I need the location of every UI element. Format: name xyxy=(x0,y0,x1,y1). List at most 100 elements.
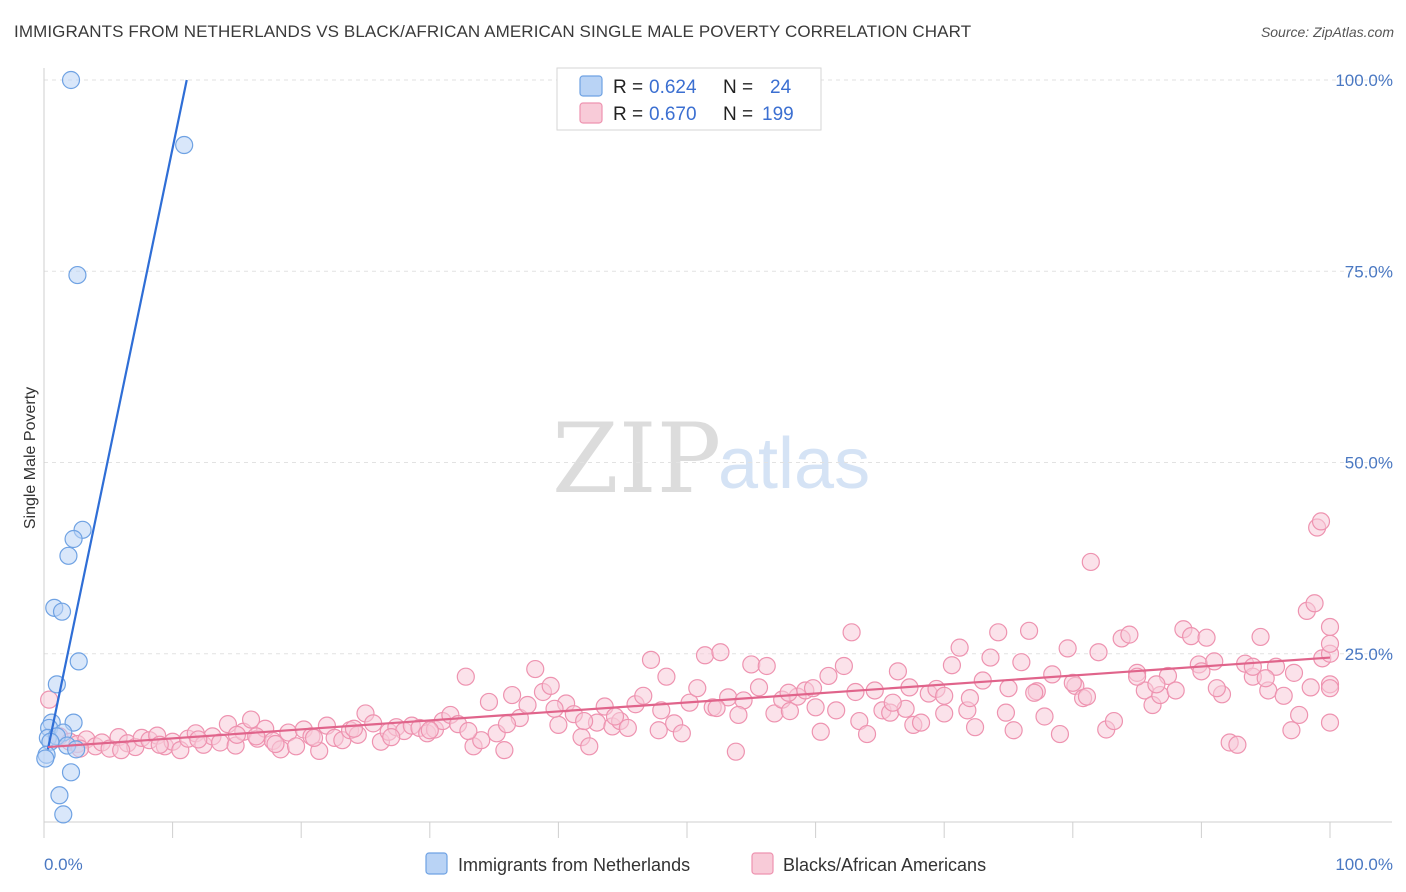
watermark-zip: ZIP xyxy=(552,403,721,515)
point-black-african-american xyxy=(344,719,364,738)
legend-n-value: 24 xyxy=(770,77,792,98)
point-black-african-american xyxy=(672,724,691,743)
point-black-african-american xyxy=(266,734,285,754)
trendline-netherlands xyxy=(46,79,188,750)
point-netherlands xyxy=(36,749,55,768)
point-black-african-american xyxy=(304,728,324,748)
point-black-african-american xyxy=(241,710,261,729)
y-tick-label: 75.0% xyxy=(1345,262,1393,281)
trend-lines xyxy=(46,79,1331,750)
point-black-african-american xyxy=(688,679,707,698)
tick-labels: 25.0% 50.0% 75.0% 100.0% 0.0% 100.0% xyxy=(44,71,1393,874)
point-netherlands xyxy=(175,135,194,155)
point-black-african-american xyxy=(1019,621,1039,640)
point-black-african-american xyxy=(842,623,861,642)
point-netherlands xyxy=(59,546,78,565)
point-black-african-american xyxy=(911,713,931,732)
point-black-african-american xyxy=(641,650,661,669)
point-black-african-american xyxy=(1290,705,1309,725)
point-black-african-american xyxy=(1282,721,1301,740)
legend-n-value: 199 xyxy=(762,104,794,125)
point-black-african-american xyxy=(652,701,671,720)
legend-n-label: N = xyxy=(723,77,753,98)
point-black-african-american xyxy=(1284,663,1304,682)
point-black-african-american xyxy=(40,690,59,709)
point-black-african-american xyxy=(999,679,1018,698)
point-black-african-american xyxy=(1182,627,1201,646)
point-black-african-american xyxy=(286,737,306,756)
point-black-african-american xyxy=(883,693,902,712)
point-black-african-american xyxy=(695,646,715,665)
point-black-african-american xyxy=(935,686,954,705)
point-black-african-american xyxy=(382,728,401,747)
legend-r-value: 0.670 xyxy=(649,104,697,125)
point-black-african-american xyxy=(1228,735,1247,754)
point-black-african-american xyxy=(965,718,985,737)
point-black-african-american xyxy=(1305,594,1324,613)
legend-swatch-black-african-american xyxy=(579,102,603,124)
point-black-african-american xyxy=(1320,634,1340,653)
point-black-african-american xyxy=(541,676,560,695)
point-black-african-american xyxy=(888,662,908,681)
point-black-african-american xyxy=(942,656,962,675)
point-black-african-american xyxy=(1320,679,1340,698)
point-black-african-american xyxy=(1063,673,1082,692)
chart-title: IMMIGRANTS FROM NETHERLANDS VS BLACK/AFR… xyxy=(14,22,972,41)
trendline-black-african-american xyxy=(47,656,1331,749)
point-black-african-american xyxy=(996,703,1016,722)
point-black-african-american xyxy=(526,659,545,679)
point-netherlands xyxy=(69,652,88,671)
point-black-african-american xyxy=(806,698,825,717)
point-netherlands xyxy=(68,265,87,285)
point-black-african-american xyxy=(1320,713,1340,732)
point-black-african-american xyxy=(1311,512,1331,531)
watermark-atlas: atlas xyxy=(718,424,870,504)
point-black-african-american xyxy=(503,685,522,705)
point-black-african-american xyxy=(757,656,776,676)
point-netherlands xyxy=(61,70,81,90)
point-netherlands xyxy=(67,740,86,759)
point-black-african-american xyxy=(247,727,266,746)
legend-n-label: N = xyxy=(723,104,753,125)
legend-swatch-netherlands xyxy=(579,75,603,97)
point-black-african-american xyxy=(1025,683,1044,702)
point-black-african-american xyxy=(935,704,954,723)
point-black-african-american xyxy=(749,678,769,697)
y-axis-label: Single Male Poverty xyxy=(22,387,39,529)
point-black-african-american xyxy=(1077,687,1097,706)
point-black-african-american xyxy=(780,702,799,721)
series-legend: Immigrants from Netherlands Blacks/Afric… xyxy=(425,852,986,875)
x-tick-label: 100.0% xyxy=(1335,855,1393,874)
point-black-african-american xyxy=(1197,628,1216,647)
point-black-african-american xyxy=(575,711,594,731)
point-black-african-american xyxy=(495,741,514,760)
point-black-african-american xyxy=(1256,669,1275,688)
legend-series-black-african-american: Blacks/African Americans xyxy=(783,855,986,875)
point-black-african-american xyxy=(1251,627,1270,647)
point-black-african-american xyxy=(112,741,131,760)
point-black-african-american xyxy=(1320,617,1340,637)
point-black-african-american xyxy=(649,721,668,740)
legend-swatch-netherlands xyxy=(425,852,448,875)
point-black-african-american xyxy=(1301,678,1320,697)
point-black-african-american xyxy=(634,686,653,705)
point-black-african-american xyxy=(1166,681,1185,700)
point-black-african-american xyxy=(989,623,1008,642)
legend-r-label: R = xyxy=(613,104,643,125)
point-black-african-american xyxy=(472,731,491,750)
point-netherlands xyxy=(50,786,69,805)
point-black-african-american xyxy=(711,643,730,662)
point-black-african-american xyxy=(459,721,478,741)
legend-swatch-black-african-american xyxy=(751,852,774,875)
point-black-african-american xyxy=(657,667,676,686)
data-points xyxy=(36,70,1340,824)
point-black-african-american xyxy=(1004,721,1023,740)
point-black-african-american xyxy=(479,692,499,712)
point-black-african-american xyxy=(497,715,517,734)
point-black-african-american xyxy=(827,701,846,720)
point-black-african-american xyxy=(779,683,798,702)
point-black-african-american xyxy=(960,689,980,708)
legend-r-label: R = xyxy=(613,77,643,98)
point-black-african-american xyxy=(1012,653,1031,672)
